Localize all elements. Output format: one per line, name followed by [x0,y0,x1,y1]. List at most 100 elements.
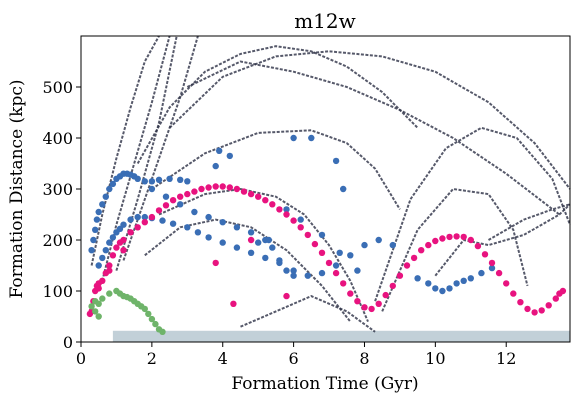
blue-point [414,275,421,282]
y-tick-label: 300 [42,180,73,199]
blue-point [102,247,110,254]
pink-point [545,302,552,309]
blue-point [283,267,290,274]
green-point [99,295,106,302]
blue-point [318,231,326,239]
background-track-7 [151,129,401,210]
pink-point [304,231,311,239]
blue-point [134,175,141,182]
chart-title: m12w [294,9,356,33]
y-tick-label: 400 [42,129,73,148]
pink-point [418,247,425,254]
pink-point [389,282,396,290]
blue-point [304,272,311,279]
green-point [95,300,102,307]
blue-point [290,267,297,274]
pink-point [95,285,102,292]
y-axis-label: Formation Distance (kpc) [7,80,27,299]
blue-point [432,285,439,292]
blue-point [226,152,233,160]
blue-point [265,236,272,244]
pink-point [127,229,134,236]
pink-point [177,193,184,200]
pink-point [552,295,559,302]
pink-point [283,292,290,300]
y-tick-label: 200 [42,231,73,250]
pink-point [332,269,340,277]
pink-point [340,280,347,287]
blue-point [141,213,148,221]
pink-point [106,267,113,274]
pink-point [247,190,255,198]
blue-point [127,216,134,223]
blue-point [148,178,156,185]
pink-point [495,269,503,277]
pink-point [247,236,255,244]
blue-point [99,201,106,208]
blue-point [169,220,177,227]
blue-point [336,249,343,256]
blue-point [262,254,269,262]
background-track-9 [144,218,352,323]
pink-point [538,307,545,314]
background-track-10 [374,126,571,302]
pink-point [396,272,404,279]
blue-point [134,213,141,221]
pink-point [368,305,375,313]
blue-point [159,217,166,224]
blue-point [233,244,241,251]
x-axis-label: Formation Time (Gyr) [231,374,418,394]
pink-point [162,202,170,209]
blue-point [219,239,226,246]
blue-point [205,213,212,221]
green-point [92,308,99,315]
blue-point [120,221,127,228]
pink-point [269,201,276,208]
pink-point [524,305,531,313]
blue-point [361,241,368,249]
pink-point [488,259,496,267]
blue-point [347,252,354,259]
green-point [148,315,156,323]
pink-point [432,237,439,245]
pink-point [382,291,389,299]
green-point [88,303,95,310]
blue-point [467,275,474,282]
blue-point [453,280,460,287]
pink-point [283,211,290,218]
blue-point [109,180,117,188]
blue-point [90,236,97,244]
pink-point [212,183,219,190]
pink-point [141,219,148,226]
blue-point [247,249,255,256]
plot-area [86,35,571,342]
blue-point [276,257,283,264]
blue-point [478,269,485,277]
pink-point [212,259,219,267]
blue-point [191,208,198,216]
blue-point [109,234,117,241]
blue-point [194,229,202,236]
blue-point [247,229,255,236]
pink-point [86,310,94,318]
green-point [141,305,148,313]
green-point [159,328,166,335]
blue-point [99,254,106,262]
background-track-4 [136,45,419,164]
blue-point [106,185,113,193]
green-point [145,310,152,318]
pink-point [113,244,120,251]
pink-point [311,240,319,248]
blue-point [106,239,113,246]
disk-band [112,330,571,342]
pink-point [106,262,113,269]
pink-point [439,235,446,242]
blue-point [88,247,95,254]
pink-point [219,183,226,190]
blue-point [375,236,382,244]
pink-point [297,224,304,231]
blue-point [177,176,184,183]
pink-point [347,290,354,297]
pink-point [205,184,212,191]
pink-point [503,280,510,287]
